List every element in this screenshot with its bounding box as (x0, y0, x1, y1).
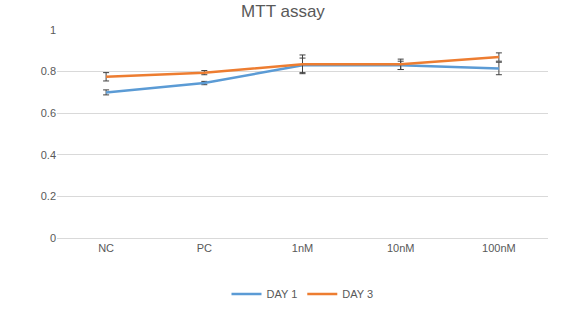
svg-text:0.8: 0.8 (41, 65, 56, 77)
svg-text:0.2: 0.2 (41, 190, 56, 202)
svg-text:0.6: 0.6 (41, 107, 56, 119)
svg-text:0: 0 (50, 232, 56, 244)
svg-text:0.4: 0.4 (41, 149, 56, 161)
svg-text:10nM: 10nM (387, 242, 415, 254)
svg-text:1: 1 (50, 24, 56, 36)
svg-text:NC: NC (98, 242, 114, 254)
svg-text:100nM: 100nM (482, 242, 516, 254)
svg-text:MTT assay: MTT assay (241, 2, 325, 21)
svg-text:DAY 3: DAY 3 (342, 288, 373, 300)
svg-text:DAY 1: DAY 1 (267, 288, 298, 300)
svg-text:PC: PC (197, 242, 212, 254)
svg-text:1nM: 1nM (292, 242, 313, 254)
